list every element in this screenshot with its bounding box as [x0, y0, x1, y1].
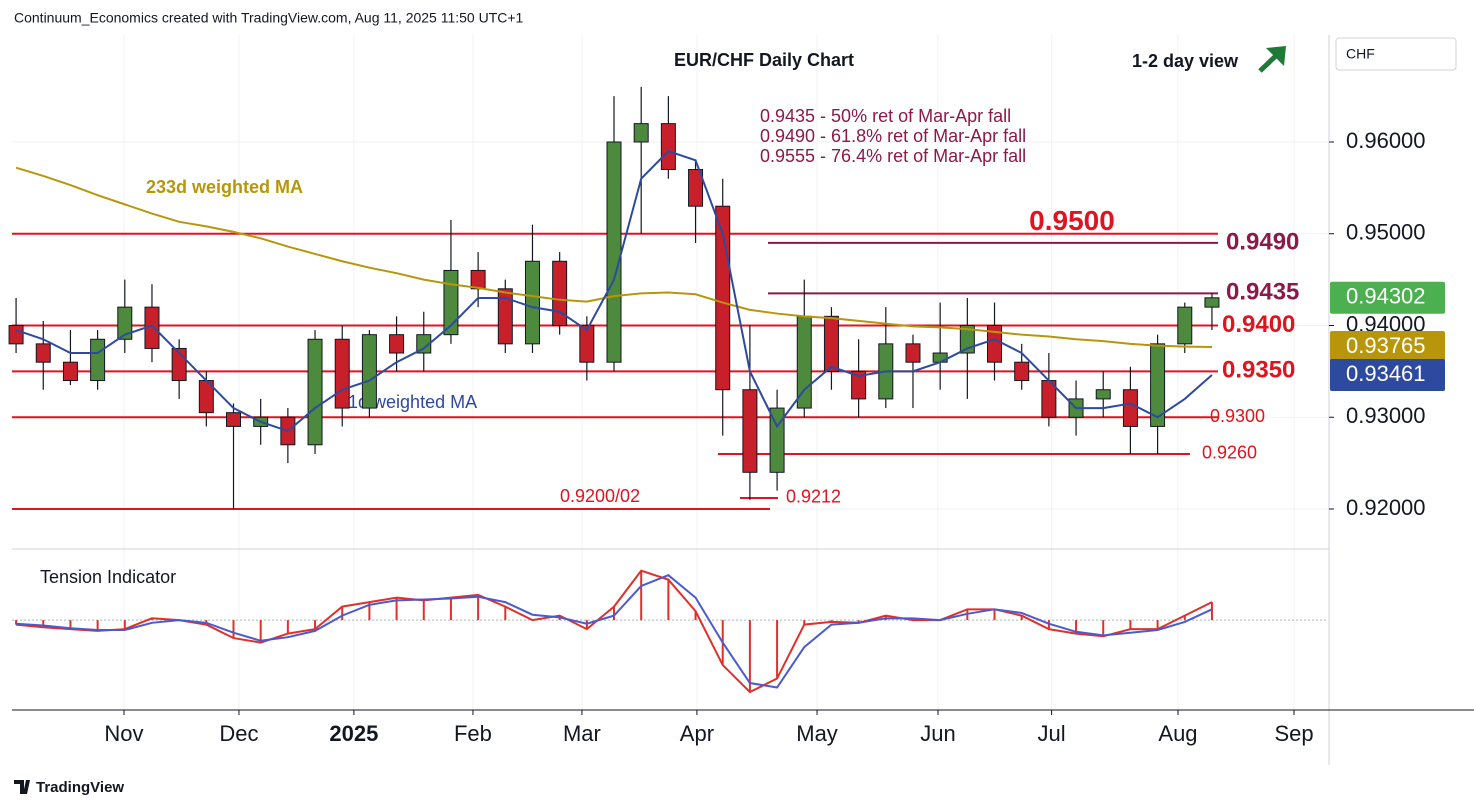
- candle-body: [62, 361, 78, 382]
- moving-average: [15, 166, 1212, 349]
- y-tick-label: 0.93000: [1346, 403, 1426, 428]
- candle-body: [524, 260, 540, 345]
- x-tick-label: 2025: [329, 721, 378, 746]
- candle-body: [361, 334, 377, 409]
- candle-body: [307, 338, 323, 446]
- candle-body: [579, 324, 595, 363]
- candle-body: [389, 334, 405, 354]
- candle-body: [35, 343, 51, 363]
- candle-body: [334, 338, 350, 409]
- price-box: [1330, 331, 1445, 364]
- ma-label: 21d weighted MA: [338, 392, 477, 412]
- candle-body: [851, 370, 867, 400]
- level-label: 0.9200/02: [560, 486, 640, 506]
- candle-body: [90, 338, 106, 382]
- level-label: 0.9350: [1222, 357, 1295, 384]
- candle-body: [688, 169, 704, 207]
- x-tick-label: Sep: [1274, 721, 1313, 746]
- x-tick-label: Mar: [563, 721, 601, 746]
- candle-body: [8, 324, 24, 345]
- annotation: 0.9490 - 61.8% ret of Mar-Apr fall: [760, 126, 1026, 146]
- level-label: 0.9300: [1210, 406, 1265, 426]
- candle-body: [1122, 389, 1138, 427]
- candle-body: [470, 269, 486, 290]
- candle-body: [416, 334, 432, 354]
- x-tick-label: Apr: [680, 721, 714, 746]
- candle-body: [1095, 389, 1111, 400]
- level-label: 0.9435: [1226, 279, 1299, 306]
- candle-body: [1204, 297, 1220, 308]
- candle-body: [660, 123, 676, 171]
- candle-body: [959, 324, 975, 354]
- candle-body: [606, 141, 622, 363]
- price-box: [1330, 358, 1445, 391]
- candle-body: [226, 412, 242, 427]
- level-label: 0.9490: [1226, 228, 1299, 255]
- candle-body: [742, 389, 758, 473]
- annotation: 0.9435 - 50% ret of Mar-Apr fall: [760, 106, 1011, 126]
- y-tick-label: 0.95000: [1346, 220, 1426, 245]
- candle-body: [552, 260, 568, 326]
- ma-label: 233d weighted MA: [146, 177, 303, 197]
- currency-box: [1335, 37, 1457, 71]
- currency: CHF: [1346, 46, 1375, 62]
- candle-body: [1177, 306, 1193, 345]
- candle-body: [769, 407, 785, 473]
- y-tick-label: 0.92000: [1346, 495, 1426, 520]
- header: Continuum_Economics created with Trading…: [14, 10, 524, 26]
- candle-body: [1014, 361, 1030, 382]
- level-label: 0.9500: [1029, 205, 1115, 236]
- candle-body: [796, 315, 812, 409]
- x-tick-label: Aug: [1158, 721, 1197, 746]
- annotation: 0.9555 - 76.4% ret of Mar-Apr fall: [760, 146, 1026, 166]
- candle-body: [443, 269, 459, 336]
- price-box: [1330, 281, 1445, 314]
- tradingview-logo: [14, 780, 30, 794]
- view-label: 1-2 day view: [1132, 51, 1239, 71]
- level-label: 0.9212: [786, 487, 841, 507]
- candle-body: [905, 343, 921, 363]
- y-tick-label: 0.96000: [1346, 128, 1426, 153]
- panel-title: Tension Indicator: [40, 567, 176, 587]
- up-arrow-icon: [1258, 46, 1286, 73]
- footer: TradingView: [36, 779, 124, 796]
- price-box-label: 0.93461: [1346, 361, 1426, 386]
- x-tick-label: Jun: [920, 721, 955, 746]
- candle-body: [497, 288, 513, 345]
- chart-title: EUR/CHF Daily Chart: [674, 50, 854, 70]
- candle-body: [117, 306, 133, 340]
- moving-average: [15, 150, 1213, 433]
- candle-body: [1150, 343, 1166, 427]
- indicator-line: [15, 569, 1213, 694]
- price-box-label: 0.93765: [1346, 333, 1426, 358]
- level-label: 0.9260: [1202, 443, 1257, 463]
- candle-body: [633, 123, 649, 143]
- x-tick-label: Jul: [1038, 721, 1066, 746]
- candle-body: [823, 315, 839, 372]
- x-tick-label: Feb: [454, 721, 492, 746]
- indicator-line: [16, 574, 1213, 689]
- level-label: 0.9400: [1222, 311, 1295, 338]
- x-tick-label: Dec: [219, 721, 258, 746]
- price-box-label: 0.94302: [1346, 284, 1426, 309]
- x-tick-label: May: [796, 721, 838, 746]
- x-tick-label: Nov: [104, 721, 143, 746]
